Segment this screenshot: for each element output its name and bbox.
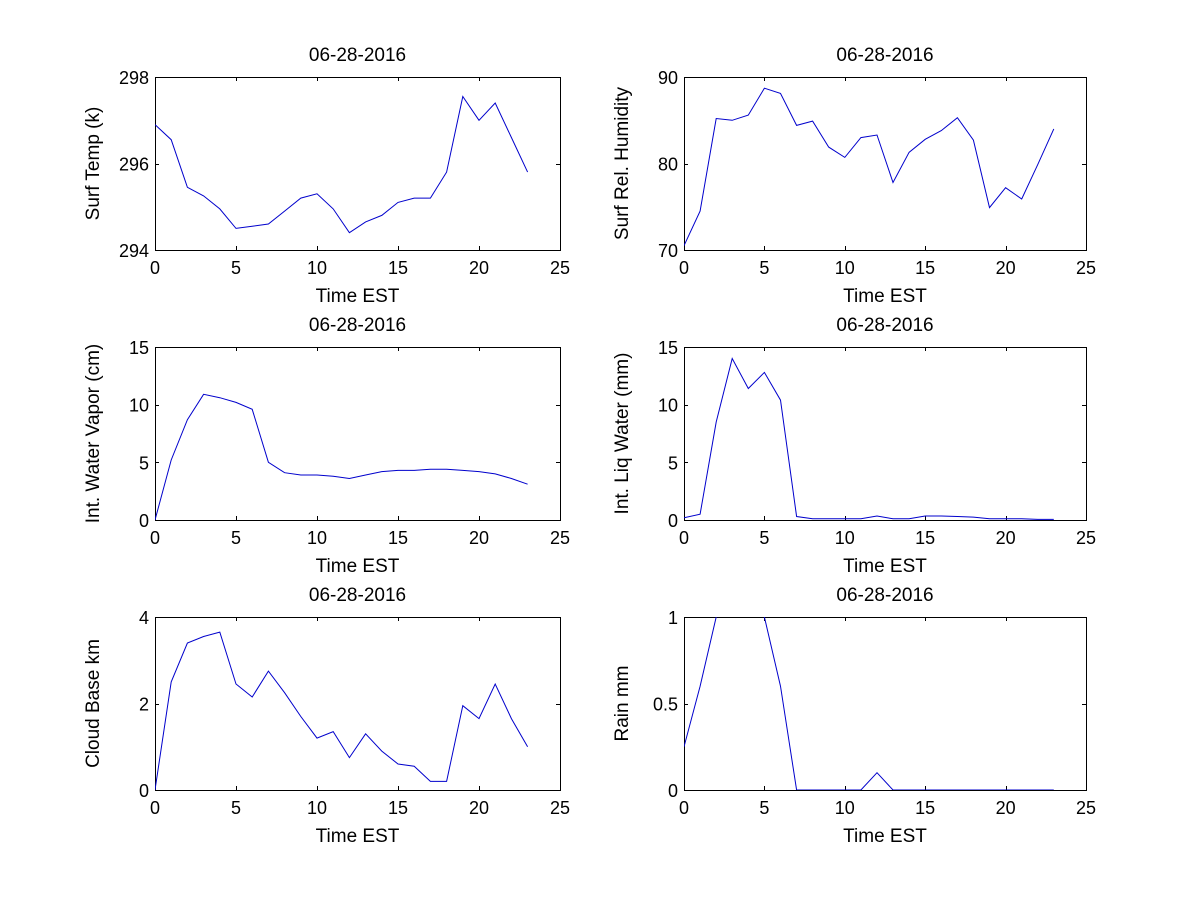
y-tick-label: 0: [139, 511, 149, 531]
subplot-3: 0 5 10 15 20 25 0 5 10 15 06-28-2016 Time EST Int. W…: [83, 315, 570, 577]
subplot-5: 0 5 10 15 20 25 0 2 4 06-28-2016 Time EST Cloud Bas…: [83, 585, 570, 847]
y-axis-label: Surf Temp (k): [83, 107, 104, 221]
x-axis-label: Time EST: [843, 556, 927, 577]
y-tick-label: 1: [668, 608, 678, 628]
y-axis-label: Surf Rel. Humidity: [612, 86, 633, 240]
y-tick-label: 5: [139, 453, 149, 473]
subplot-4: 0 5 10 15 20 25 0 5 10 15 06-28-2016 Time EST Int. L…: [612, 315, 1096, 577]
x-tick-label: 25: [550, 528, 570, 548]
x-tick-label: 25: [550, 798, 570, 818]
x-tick-label: 20: [996, 798, 1016, 818]
subplot-title: 06-28-2016: [309, 45, 406, 66]
y-tick-label: 90: [658, 68, 678, 88]
y-tick-label: 15: [658, 338, 678, 358]
x-tick-label: 5: [759, 798, 769, 818]
x-tick-label: 0: [150, 798, 160, 818]
x-tick-label: 20: [996, 258, 1016, 278]
x-tick-label: 0: [150, 258, 160, 278]
x-tick-label: 15: [388, 528, 408, 548]
x-axis-label: Time EST: [316, 556, 400, 577]
x-tick-label: 5: [231, 258, 241, 278]
x-axis-label: Time EST: [316, 286, 400, 307]
x-tick-label: 15: [915, 258, 935, 278]
y-tick-label: 70: [658, 241, 678, 261]
series-line: [684, 87, 1055, 246]
x-tick-label: 15: [388, 258, 408, 278]
series-line: [155, 95, 529, 234]
subplot-1: 0 5 10 15 20 25 294 296 298 06-28-2016 Time EST Sur…: [83, 45, 570, 307]
x-axis-label: Time EST: [316, 826, 400, 847]
y-tick-label: 294: [119, 241, 149, 261]
axes-box: [155, 77, 561, 251]
axes-box: [684, 77, 1087, 251]
y-tick-label: 10: [658, 396, 678, 416]
x-tick-label: 5: [231, 528, 241, 548]
y-tick-label: 0: [139, 781, 149, 801]
y-tick-label: 0: [668, 781, 678, 801]
y-tick-label: 298: [119, 68, 149, 88]
y-tick-label: 4: [139, 608, 149, 628]
subplot-title: 06-28-2016: [309, 585, 406, 606]
series-line: [684, 357, 1054, 520]
subplot-title: 06-28-2016: [836, 585, 933, 606]
subplot-2: 0 5 10 15 20 25 70 80 90 06-28-2016 Time EST Surf R…: [612, 45, 1096, 307]
x-tick-label: 20: [996, 528, 1016, 548]
y-tick-label: 10: [129, 396, 149, 416]
x-tick-label: 25: [1076, 798, 1096, 818]
x-tick-label: 0: [679, 258, 689, 278]
x-tick-label: 10: [835, 528, 855, 548]
x-tick-label: 0: [150, 528, 160, 548]
y-axis-label: Int. Liq Water (mm): [612, 353, 633, 515]
axes-box: [684, 347, 1087, 521]
axes-box: [155, 347, 561, 521]
series-line: [155, 631, 529, 790]
x-tick-label: 5: [759, 528, 769, 548]
subplot-6: 0 5 10 15 20 25 0 0.5 1 06-28-2016 Time EST Rain mm: [612, 585, 1096, 847]
x-tick-label: 10: [307, 528, 327, 548]
x-tick-label: 10: [835, 798, 855, 818]
x-tick-label: 10: [307, 258, 327, 278]
x-tick-label: 25: [1076, 528, 1096, 548]
x-tick-label: 25: [550, 258, 570, 278]
subplot-title: 06-28-2016: [309, 315, 406, 336]
y-axis-label: Rain mm: [612, 665, 633, 741]
y-axis-label: Int. Water Vapor (cm): [83, 344, 104, 523]
x-tick-label: 20: [469, 258, 489, 278]
subplot-title: 06-28-2016: [836, 315, 933, 336]
x-axis-label: Time EST: [843, 286, 927, 307]
x-tick-label: 15: [388, 798, 408, 818]
axes-box: [155, 617, 561, 791]
subplot-title: 06-28-2016: [836, 45, 933, 66]
y-tick-label: 296: [119, 155, 149, 175]
x-tick-label: 15: [915, 798, 935, 818]
series-line: [155, 393, 528, 520]
y-tick-label: 0: [668, 511, 678, 531]
x-axis-label: Time EST: [843, 826, 927, 847]
x-tick-label: 20: [469, 798, 489, 818]
x-tick-label: 5: [231, 798, 241, 818]
series-line: [684, 617, 1054, 790]
x-tick-label: 25: [1076, 258, 1096, 278]
y-axis-label: Cloud Base km: [83, 639, 104, 768]
y-tick-label: 2: [139, 695, 149, 715]
axes-box: [684, 617, 1087, 791]
y-tick-label: 5: [668, 453, 678, 473]
y-tick-label: 0.5: [653, 695, 678, 715]
y-tick-label: 80: [658, 155, 678, 175]
x-tick-label: 0: [679, 798, 689, 818]
x-tick-label: 15: [915, 528, 935, 548]
x-tick-label: 0: [679, 528, 689, 548]
x-tick-label: 10: [307, 798, 327, 818]
y-tick-label: 15: [129, 338, 149, 358]
x-tick-label: 5: [759, 258, 769, 278]
x-tick-label: 20: [469, 528, 489, 548]
x-tick-label: 10: [835, 258, 855, 278]
